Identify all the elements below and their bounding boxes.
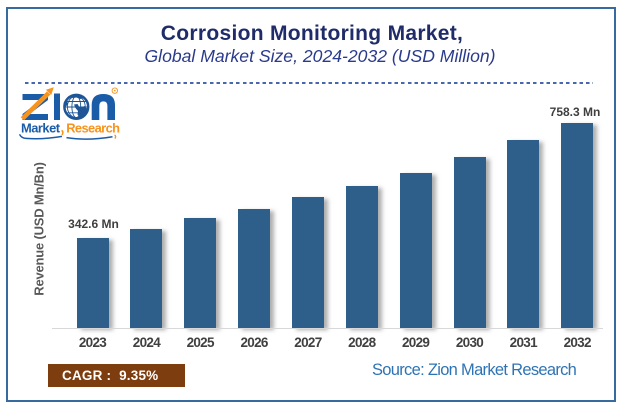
svg-text:Market: Market <box>21 121 61 136</box>
svg-text:Research: Research <box>66 121 120 136</box>
